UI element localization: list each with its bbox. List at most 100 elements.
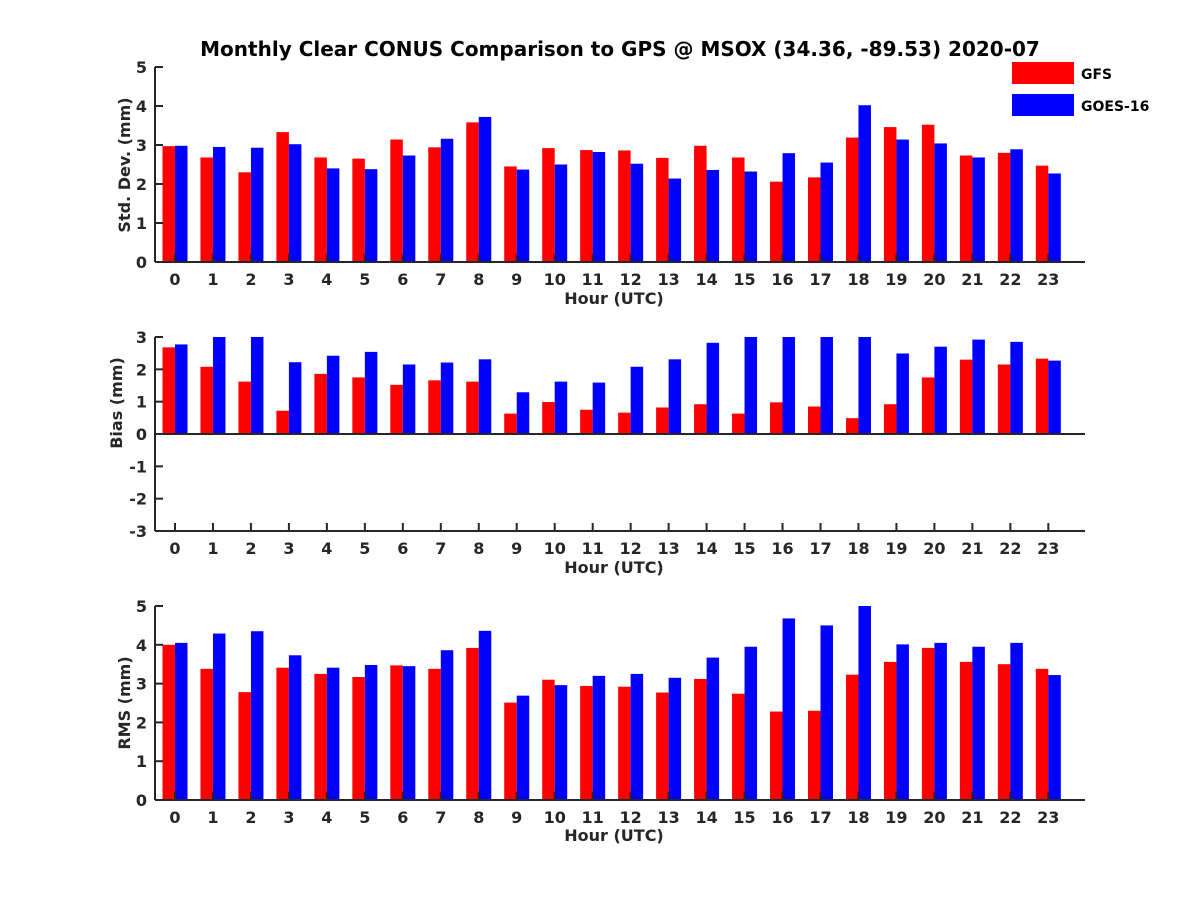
xtick-label-rms-4: 4 xyxy=(321,808,332,827)
bar-bias-gfs-18 xyxy=(845,418,859,434)
panel-std-dev-xlabel: Hour (UTC) xyxy=(564,289,664,308)
ytick-label-std-dev-1: 1 xyxy=(136,214,147,233)
bar-rms-goes16-2 xyxy=(250,631,264,800)
panel-rms-ylabel: RMS (mm) xyxy=(115,656,134,749)
xtick-label-std-dev-8: 8 xyxy=(473,270,484,289)
xtick-label-bias-20: 20 xyxy=(923,539,945,558)
bar-std-dev-goes16-12 xyxy=(630,163,644,262)
xtick-label-bias-21: 21 xyxy=(961,539,983,558)
bar-std-dev-gfs-2 xyxy=(238,172,251,262)
xtick-label-std-dev-0: 0 xyxy=(169,270,180,289)
bar-std-dev-goes16-18 xyxy=(858,105,871,262)
bar-bias-goes16-5 xyxy=(364,351,378,434)
xtick-label-std-dev-13: 13 xyxy=(657,270,679,289)
panel-bias-ylabel: Bias (mm) xyxy=(107,357,126,449)
xtick-label-bias-19: 19 xyxy=(885,539,907,558)
xtick-label-std-dev-23: 23 xyxy=(1037,270,1059,289)
bar-bias-goes16-18 xyxy=(858,337,871,434)
bar-std-dev-goes16-9 xyxy=(516,169,530,262)
xtick-label-bias-16: 16 xyxy=(771,539,793,558)
bar-std-dev-gfs-9 xyxy=(504,166,517,262)
bar-rms-goes16-7 xyxy=(440,650,454,800)
panel-bias-xlabel: Hour (UTC) xyxy=(564,558,664,577)
legend-swatch-gfs xyxy=(1012,62,1074,84)
bar-rms-goes16-18 xyxy=(858,606,871,800)
bar-rms-goes16-22 xyxy=(1010,642,1023,800)
bar-rms-goes16-9 xyxy=(516,695,530,800)
panel-rms-xlabel: Hour (UTC) xyxy=(564,826,664,845)
ytick-label-rms-2: 2 xyxy=(136,713,147,732)
bar-bias-gfs-4 xyxy=(314,373,327,434)
bar-bias-gfs-12 xyxy=(618,412,631,434)
ytick-label-rms-3: 3 xyxy=(136,675,147,694)
xtick-label-std-dev-9: 9 xyxy=(511,270,522,289)
bar-bias-gfs-0 xyxy=(162,347,175,434)
ytick-label-bias--1: -1 xyxy=(129,457,147,476)
bar-std-dev-gfs-3 xyxy=(276,132,289,262)
bar-std-dev-gfs-19 xyxy=(883,127,897,262)
bar-rms-gfs-21 xyxy=(959,661,973,800)
bar-std-dev-gfs-1 xyxy=(200,157,213,262)
xtick-label-bias-4: 4 xyxy=(321,539,332,558)
bar-rms-gfs-18 xyxy=(845,674,859,800)
bar-bias-goes16-8 xyxy=(478,359,492,434)
xtick-label-std-dev-19: 19 xyxy=(885,270,907,289)
bar-bias-gfs-3 xyxy=(276,410,289,434)
xtick-label-std-dev-1: 1 xyxy=(207,270,218,289)
xtick-label-rms-14: 14 xyxy=(695,808,717,827)
xtick-label-std-dev-11: 11 xyxy=(582,270,604,289)
xtick-label-rms-2: 2 xyxy=(245,808,256,827)
xtick-label-bias-8: 8 xyxy=(473,539,484,558)
xtick-label-bias-0: 0 xyxy=(169,539,180,558)
bar-rms-goes16-8 xyxy=(478,630,492,800)
ytick-label-rms-5: 5 xyxy=(136,597,147,616)
bar-std-dev-gfs-8 xyxy=(466,122,479,262)
chart-title: Monthly Clear CONUS Comparison to GPS @ … xyxy=(200,37,1040,61)
bar-std-dev-goes16-3 xyxy=(288,144,302,262)
bar-rms-gfs-5 xyxy=(352,677,365,800)
xtick-label-bias-14: 14 xyxy=(695,539,717,558)
xtick-label-rms-20: 20 xyxy=(923,808,945,827)
bar-std-dev-gfs-6 xyxy=(390,139,403,262)
bar-std-dev-gfs-4 xyxy=(314,157,327,262)
bar-bias-gfs-5 xyxy=(352,377,365,434)
bar-rms-gfs-1 xyxy=(200,668,213,800)
bar-std-dev-goes16-19 xyxy=(896,139,909,262)
xtick-label-rms-13: 13 xyxy=(657,808,679,827)
bar-std-dev-goes16-20 xyxy=(934,143,947,262)
xtick-label-bias-23: 23 xyxy=(1037,539,1059,558)
bar-bias-gfs-9 xyxy=(504,413,517,434)
bar-bias-goes16-6 xyxy=(402,364,416,434)
bar-bias-goes16-9 xyxy=(516,392,530,434)
xtick-label-bias-13: 13 xyxy=(657,539,679,558)
bar-std-dev-gfs-16 xyxy=(770,181,783,262)
bar-bias-goes16-2 xyxy=(250,337,264,434)
ytick-label-rms-4: 4 xyxy=(136,636,147,655)
bar-bias-goes16-16 xyxy=(782,337,796,434)
bar-std-dev-gfs-20 xyxy=(921,124,935,262)
bar-std-dev-goes16-23 xyxy=(1048,173,1061,262)
bar-bias-gfs-6 xyxy=(390,384,403,434)
bar-std-dev-gfs-12 xyxy=(618,150,631,262)
bar-rms-goes16-11 xyxy=(592,675,606,800)
bar-rms-gfs-19 xyxy=(883,661,897,800)
bar-std-dev-goes16-16 xyxy=(782,153,796,262)
ytick-label-std-dev-3: 3 xyxy=(136,136,147,155)
bar-std-dev-gfs-17 xyxy=(807,177,821,262)
bar-rms-goes16-21 xyxy=(972,646,985,800)
bar-bias-gfs-17 xyxy=(807,406,821,434)
bar-rms-goes16-10 xyxy=(554,685,568,800)
xtick-label-rms-6: 6 xyxy=(397,808,408,827)
bar-std-dev-goes16-2 xyxy=(250,147,264,262)
bar-bias-gfs-7 xyxy=(428,380,441,434)
xtick-label-std-dev-5: 5 xyxy=(359,270,370,289)
bar-std-dev-goes16-15 xyxy=(744,171,758,262)
bar-bias-gfs-10 xyxy=(542,401,555,434)
ytick-label-bias--2: -2 xyxy=(129,490,147,509)
bar-std-dev-goes16-5 xyxy=(364,169,378,262)
bar-std-dev-goes16-14 xyxy=(706,169,720,262)
bar-rms-gfs-2 xyxy=(238,692,251,800)
